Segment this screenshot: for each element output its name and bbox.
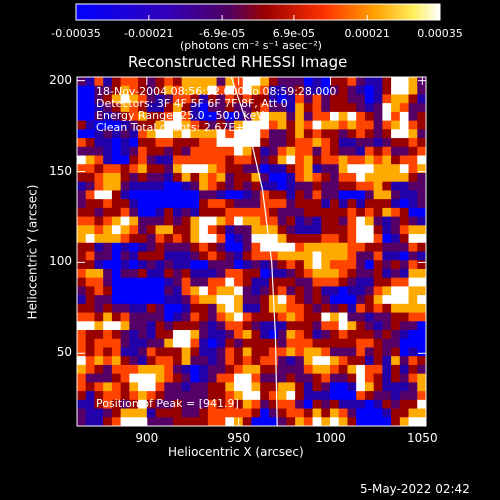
colorbar-tick-label: 6.9e-05	[272, 27, 315, 40]
colorbar	[75, 3, 441, 21]
annotation-energy-range: Energy Range: 25.0 - 50.0 keV	[96, 109, 264, 122]
colorbar-tick-label: -6.9e-05	[199, 27, 246, 40]
colorbar-ticks	[75, 15, 441, 20]
x-axis-label: Heliocentric X (arcsec)	[168, 445, 304, 459]
x-tick-label: 1000	[315, 431, 346, 445]
solar-limb-line	[230, 76, 278, 427]
annotation-peak-position: Position of Peak = [941.9]	[96, 397, 239, 410]
chart-title: Reconstructed RHESSI Image	[128, 53, 348, 71]
x-tick-label: 950	[227, 431, 251, 445]
timestamp: 5-May-2022 02:42	[360, 482, 470, 496]
x-tick-label: 1050	[407, 431, 438, 445]
y-tick-label: 200	[49, 72, 72, 87]
x-tick-label: 900	[135, 431, 159, 445]
y-tick-label: 150	[49, 163, 72, 178]
colorbar-tick-label: -0.00021	[124, 27, 174, 40]
colorbar-tick-label: 0.00035	[417, 27, 463, 40]
annotation-time-range: 18-Nov-2004 08:56:52.000 to 08:59:28.000	[96, 85, 337, 98]
y-tick-label: 100	[49, 254, 72, 269]
colorbar-units-label: (photons cm⁻² s⁻¹ asec⁻²)	[180, 39, 322, 52]
y-axis-label: Heliocentric Y (arcsec)	[25, 184, 40, 320]
axis-ticks	[77, 77, 426, 426]
colorbar-gradient	[75, 3, 441, 21]
plot-frame	[76, 76, 427, 427]
colorbar-tick-label: -0.00035	[51, 27, 101, 40]
y-tick-label: 50	[56, 345, 72, 360]
annotation-detectors: Detectors: 3F 4F 5F 6F 7F 8F, Att 0	[96, 97, 288, 110]
colorbar-tick-label: 0.00021	[344, 27, 390, 40]
annotation-total-counts: Clean Total counts: 2.67E+03	[96, 121, 259, 134]
